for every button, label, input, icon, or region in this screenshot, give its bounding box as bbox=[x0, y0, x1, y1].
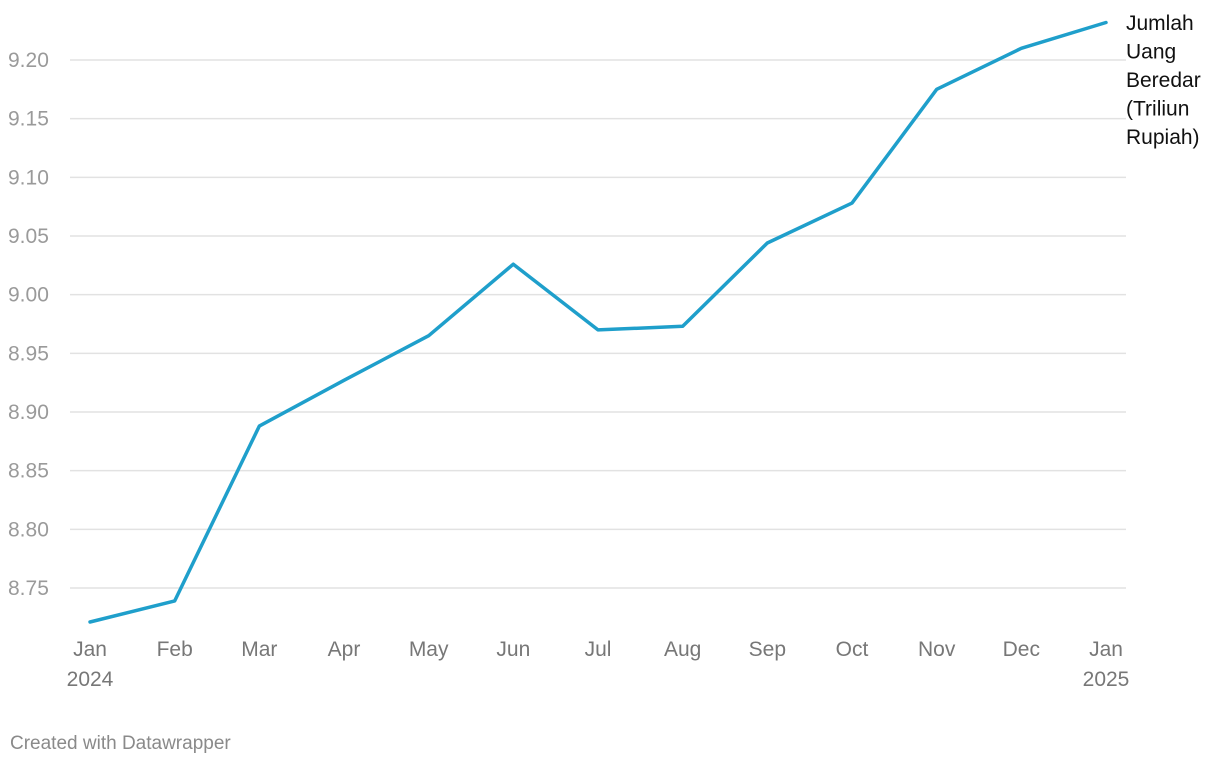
x-tick-label: Feb bbox=[157, 638, 193, 661]
x-tick-label: Jun bbox=[496, 638, 530, 661]
y-tick-label: 9.20 bbox=[8, 49, 49, 72]
series-label: Jumlah Uang Beredar (Triliun Rupiah) bbox=[1126, 12, 1201, 149]
x-tick-label: Jan bbox=[73, 638, 107, 661]
series-label-line: Beredar bbox=[1126, 69, 1201, 92]
y-tick-label: 8.95 bbox=[8, 342, 49, 365]
y-tick-label: 9.15 bbox=[8, 108, 49, 131]
series bbox=[88, 20, 1108, 624]
x-tick-label: Sep bbox=[749, 638, 786, 661]
y-tick-label: 8.90 bbox=[8, 401, 49, 424]
y-tick-label: 9.00 bbox=[8, 284, 49, 307]
y-axis: 8.75 8.80 8.85 8.90 8.95 9.00 9.05 9.10 9.15 9.20 bbox=[8, 49, 49, 600]
x-tick-label: Aug bbox=[664, 638, 701, 661]
y-tick-label: 8.75 bbox=[8, 577, 49, 600]
series-label-line: Jumlah bbox=[1126, 12, 1194, 35]
gridlines bbox=[70, 59, 1126, 589]
series-line bbox=[88, 20, 1108, 624]
x-tick-label: May bbox=[409, 638, 449, 661]
x-tick-label: Mar bbox=[241, 638, 277, 661]
x-tick-label: Apr bbox=[328, 638, 361, 661]
x-tick-label: Jan bbox=[1089, 638, 1123, 661]
series-label-line: Rupiah) bbox=[1126, 126, 1200, 149]
datawrapper-credit[interactable]: Created with Datawrapper bbox=[10, 733, 231, 754]
x-tick-year-label: 2025 bbox=[1083, 668, 1130, 691]
y-tick-label: 8.80 bbox=[8, 518, 49, 541]
y-tick-label: 8.85 bbox=[8, 460, 49, 483]
x-axis: Jan 2024 Feb Mar Apr May Jun Jul Aug Sep Oct Nov Dec… bbox=[67, 638, 1130, 691]
y-tick-label: 9.10 bbox=[8, 166, 49, 189]
x-tick-label: Dec bbox=[1003, 638, 1040, 661]
y-tick-label: 9.05 bbox=[8, 225, 49, 248]
x-tick-label: Nov bbox=[918, 638, 956, 661]
x-tick-year-label: 2024 bbox=[67, 668, 114, 691]
x-tick-label: Oct bbox=[836, 638, 869, 661]
series-label-line: (Triliun bbox=[1126, 98, 1189, 121]
series-label-line: Uang bbox=[1126, 41, 1176, 64]
x-tick-label: Jul bbox=[585, 638, 612, 661]
